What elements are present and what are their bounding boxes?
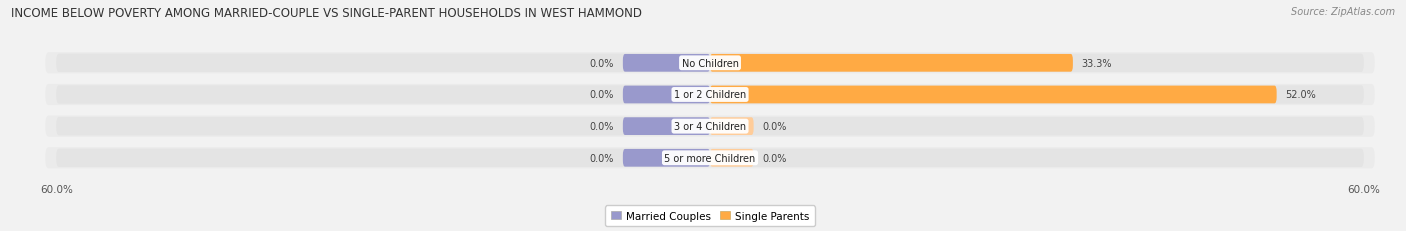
Legend: Married Couples, Single Parents: Married Couples, Single Parents xyxy=(606,206,814,226)
Text: 0.0%: 0.0% xyxy=(589,153,614,163)
FancyBboxPatch shape xyxy=(710,149,754,167)
FancyBboxPatch shape xyxy=(45,148,1375,169)
Text: 0.0%: 0.0% xyxy=(762,153,787,163)
FancyBboxPatch shape xyxy=(623,55,710,72)
Text: 33.3%: 33.3% xyxy=(1081,59,1112,69)
FancyBboxPatch shape xyxy=(623,118,710,135)
FancyBboxPatch shape xyxy=(710,118,754,135)
FancyBboxPatch shape xyxy=(45,53,1375,74)
Text: 1 or 2 Children: 1 or 2 Children xyxy=(673,90,747,100)
Text: 3 or 4 Children: 3 or 4 Children xyxy=(673,122,747,132)
Text: Source: ZipAtlas.com: Source: ZipAtlas.com xyxy=(1291,7,1395,17)
FancyBboxPatch shape xyxy=(623,86,710,104)
FancyBboxPatch shape xyxy=(56,149,1364,167)
FancyBboxPatch shape xyxy=(623,149,710,167)
FancyBboxPatch shape xyxy=(710,55,1073,72)
Text: 0.0%: 0.0% xyxy=(762,122,787,132)
Text: 52.0%: 52.0% xyxy=(1285,90,1316,100)
Text: 0.0%: 0.0% xyxy=(589,122,614,132)
FancyBboxPatch shape xyxy=(45,116,1375,137)
FancyBboxPatch shape xyxy=(56,54,1364,73)
Text: 5 or more Children: 5 or more Children xyxy=(665,153,755,163)
Text: 0.0%: 0.0% xyxy=(589,90,614,100)
FancyBboxPatch shape xyxy=(56,86,1364,104)
FancyBboxPatch shape xyxy=(56,117,1364,136)
FancyBboxPatch shape xyxy=(45,85,1375,106)
Text: No Children: No Children xyxy=(682,59,738,69)
Text: 0.0%: 0.0% xyxy=(589,59,614,69)
Text: INCOME BELOW POVERTY AMONG MARRIED-COUPLE VS SINGLE-PARENT HOUSEHOLDS IN WEST HA: INCOME BELOW POVERTY AMONG MARRIED-COUPL… xyxy=(11,7,643,20)
FancyBboxPatch shape xyxy=(710,86,1277,104)
